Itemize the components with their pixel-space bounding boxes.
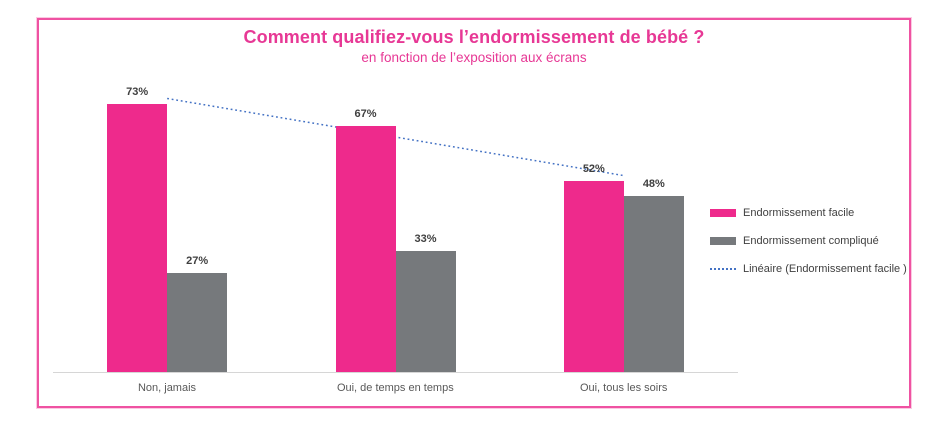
legend-item-facile: Endormissement facile [710,199,907,227]
category-label: Oui, tous les soirs [579,382,668,394]
legend-label-trendline: Linéaire (Endormissement facile ) [743,263,907,275]
plot-area: 73% 27% Non, jamais 67% 33% Oui, de temps en … [39,20,909,406]
bar-complique [395,251,456,372]
bar-facile [563,181,624,372]
chart-title: Comment qualifiez-vous l’endormissement … [243,27,705,47]
value-label: 67% [354,108,377,120]
chart-subtitle: en fonction de l’exposition aux écrans [361,50,587,65]
legend-item-complique: Endormissement compliqué [710,227,907,255]
x-axis-line [53,372,738,373]
category-label: Oui, de temps en temps [336,382,454,394]
legend-label-complique: Endormissement compliqué [743,235,879,247]
value-label: 27% [186,255,209,267]
value-label: 48% [642,178,665,190]
chart-frame: Comment qualifiez-vous l’endormissement … [37,18,911,408]
legend-swatch-trendline-icon [710,268,736,270]
bar-facile [107,104,168,372]
legend: Endormissement facile Endormissement com… [710,199,907,283]
legend-item-trendline: Linéaire (Endormissement facile ) [710,255,907,283]
bar-facile [335,126,396,372]
value-label: 33% [414,233,437,245]
legend-label-facile: Endormissement facile [743,207,855,219]
bar-complique [167,273,228,372]
value-label: 73% [126,86,149,98]
category-label: Non, jamais [137,382,197,394]
bar-complique [623,196,684,372]
legend-swatch-complique [710,237,736,245]
value-label: 52% [582,163,605,175]
legend-swatch-facile [710,209,736,217]
